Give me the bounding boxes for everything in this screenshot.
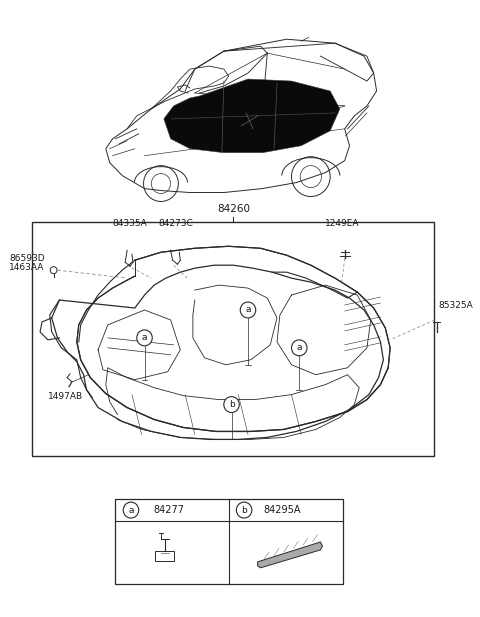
Text: 85325A: 85325A <box>439 300 473 310</box>
Circle shape <box>224 397 239 413</box>
Text: 1497AB: 1497AB <box>48 392 83 400</box>
Circle shape <box>137 330 152 346</box>
Bar <box>116 499 343 584</box>
Polygon shape <box>258 542 323 568</box>
Circle shape <box>291 340 307 356</box>
Text: 84260: 84260 <box>217 204 250 215</box>
Text: b: b <box>241 505 247 515</box>
Text: 1249EA: 1249EA <box>325 220 360 228</box>
Text: a: a <box>142 333 147 342</box>
Text: 84335A: 84335A <box>113 220 147 228</box>
Circle shape <box>123 502 139 518</box>
Circle shape <box>240 302 256 318</box>
Text: 86593D: 86593D <box>9 254 45 263</box>
Text: a: a <box>297 343 302 352</box>
Text: 84273C: 84273C <box>158 220 193 228</box>
Bar <box>32 222 433 457</box>
Text: 84295A: 84295A <box>263 505 300 515</box>
Circle shape <box>236 502 252 518</box>
Polygon shape <box>164 79 340 152</box>
Text: a: a <box>128 505 134 515</box>
Text: a: a <box>245 305 251 315</box>
Text: b: b <box>228 400 234 409</box>
Text: 1463AA: 1463AA <box>9 263 45 271</box>
Text: 84277: 84277 <box>153 505 184 515</box>
